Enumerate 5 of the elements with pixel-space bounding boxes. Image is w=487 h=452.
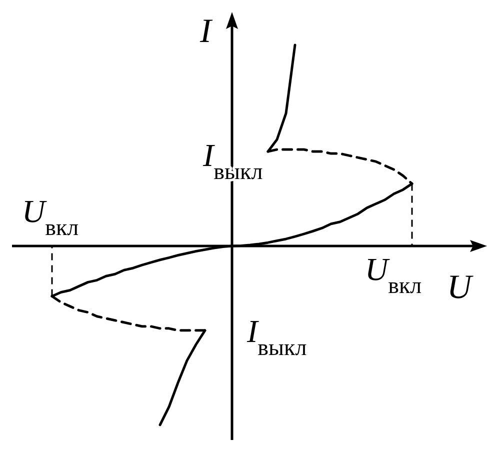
- annotation: U$_{вкл}$: [365, 251, 422, 298]
- x-axis-title: U: [447, 269, 474, 306]
- annotation: U$_{вкл}$: [22, 193, 79, 240]
- y-axis-title: I: [199, 13, 213, 50]
- annotation: I$_{выкл}$: [246, 313, 307, 360]
